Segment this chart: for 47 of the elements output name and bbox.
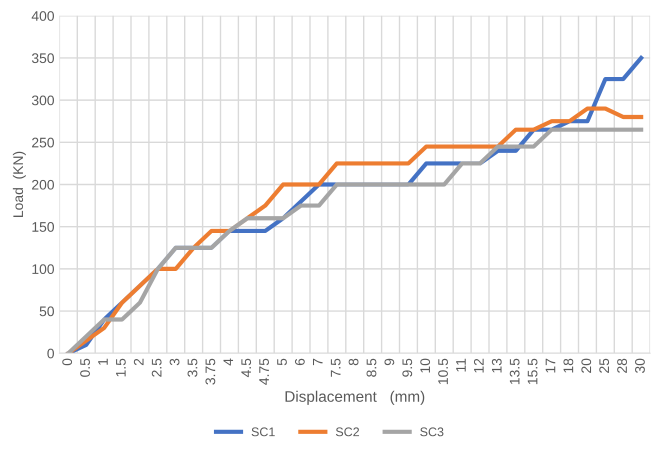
x-tick-label: 8 — [348, 358, 358, 366]
x-tick-label: 17 — [546, 358, 556, 372]
x-tick-label: 1 — [98, 358, 108, 365]
y-tick-label: 250 — [32, 138, 54, 148]
y-tick-label: 300 — [32, 95, 54, 106]
x-tick-label: 9.5 — [402, 358, 412, 377]
legend-label: SC3 — [420, 427, 444, 436]
x-tick-label: 15.5 — [528, 358, 538, 384]
x-tick-label: 2.5 — [152, 358, 162, 377]
x-tick-label: 5 — [277, 358, 287, 366]
y-tick-label: 50 — [40, 306, 54, 316]
x-tick-label: 6 — [294, 358, 305, 366]
x-tick-label: 30 — [635, 358, 645, 374]
x-tick-label: 3 — [170, 358, 180, 366]
x-tick-label: 1.5 — [116, 358, 126, 376]
x-tick-label: 28 — [617, 358, 627, 373]
x-tick-label: 20 — [581, 358, 592, 373]
y-tick-label: 350 — [32, 53, 54, 64]
x-tick-label: 2 — [134, 358, 144, 366]
x-tick-label: 7 — [312, 358, 323, 366]
y-tick-label: 0 — [47, 348, 54, 358]
y-axis-title: Load (KN) — [12, 152, 26, 217]
x-tick-label: 3.75 — [205, 358, 216, 385]
x-tick-label: 25 — [599, 358, 610, 373]
x-tick-label: 0.5 — [80, 358, 90, 377]
x-tick-label: 10.5 — [438, 358, 448, 384]
x-tick-label: 12 — [474, 358, 484, 372]
x-tick-label: 3.5 — [188, 358, 198, 377]
x-tick-label: 0 — [62, 358, 72, 366]
x-tick-label: 13.5 — [510, 358, 520, 384]
x-tick-label: 4 — [223, 358, 234, 366]
x-axis-title: Displacement (mm) — [286, 390, 424, 405]
x-tick-label: 7.5 — [330, 358, 341, 377]
x-tick-label: 8.5 — [366, 358, 376, 377]
legend-label: SC1 — [252, 427, 275, 436]
y-tick-label: 100 — [32, 264, 54, 274]
y-tick-label: 150 — [32, 222, 54, 232]
x-tick-label: 4.75 — [259, 358, 269, 385]
x-tick-label: 10 — [420, 358, 430, 372]
x-tick-label: 4.5 — [241, 358, 252, 378]
x-tick-label: 11 — [456, 358, 466, 372]
x-tick-label: 13 — [492, 358, 502, 372]
x-tick-label: 9 — [384, 358, 394, 366]
y-tick-label: 400 — [32, 11, 54, 21]
x-tick-label: 18 — [563, 358, 574, 372]
legend-label: SC2 — [336, 427, 360, 436]
y-tick-label: 200 — [32, 180, 54, 190]
